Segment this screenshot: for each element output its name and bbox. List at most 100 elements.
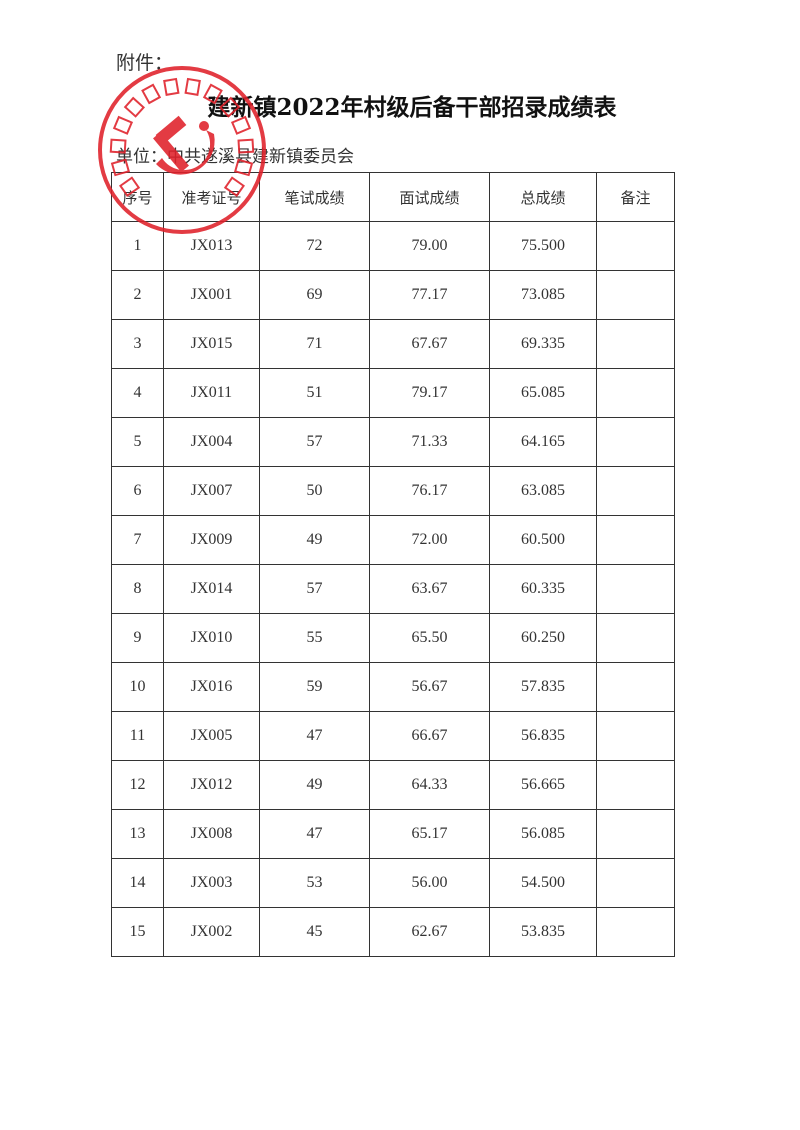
- table-row: 9 JX010 55 65.50 60.250: [111, 613, 675, 663]
- cell-written-score: 49: [259, 760, 370, 810]
- cell-total-score: 69.335: [489, 319, 597, 369]
- cell-remarks: [596, 907, 675, 957]
- cell-rank: 13: [111, 809, 164, 859]
- cell-total-score: 53.835: [489, 907, 597, 957]
- cell-written-score: 45: [259, 907, 370, 957]
- cell-written-score: 47: [259, 809, 370, 859]
- cell-interview-score: 62.67: [369, 907, 490, 957]
- cell-remarks: [596, 662, 675, 712]
- cell-written-score: 59: [259, 662, 370, 712]
- cell-written-score: 71: [259, 319, 370, 369]
- cell-interview-score: 56.00: [369, 858, 490, 908]
- cell-written-score: 50: [259, 466, 370, 516]
- cell-remarks: [596, 319, 675, 369]
- cell-interview-score: 64.33: [369, 760, 490, 810]
- cell-interview-score: 65.17: [369, 809, 490, 859]
- cell-written-score: 57: [259, 417, 370, 467]
- cell-written-score: 57: [259, 564, 370, 614]
- cell-written-score: 53: [259, 858, 370, 908]
- document-title: 建新镇2022年村级后备干部招录成绩表: [207, 94, 617, 121]
- table-row: 7 JX009 49 72.00 60.500: [111, 515, 675, 565]
- column-header: 总成绩: [489, 172, 597, 222]
- cell-total-score: 60.335: [489, 564, 597, 614]
- cell-exam-id: JX012: [163, 760, 260, 810]
- cell-rank: 11: [111, 711, 164, 761]
- cell-total-score: 60.250: [489, 613, 597, 663]
- score-table: 序号 准考证号 笔试成绩 面试成绩 总成绩 备注 1 JX013 72 79.00 75.500 2…: [111, 172, 675, 957]
- cell-interview-score: 71.33: [369, 417, 490, 467]
- cell-total-score: 75.500: [489, 221, 597, 271]
- cell-rank: 9: [111, 613, 164, 663]
- cell-total-score: 54.500: [489, 858, 597, 908]
- table-row: 6 JX007 50 76.17 63.085: [111, 466, 675, 516]
- cell-remarks: [596, 564, 675, 614]
- table-row: 3 JX015 71 67.67 69.335: [111, 319, 675, 369]
- unit-line: 单位：中共遂溪县建新镇委员会: [116, 147, 354, 167]
- cell-remarks: [596, 466, 675, 516]
- table-row: 4 JX011 51 79.17 65.085: [111, 368, 675, 418]
- attachment-label: 附件：: [116, 52, 174, 74]
- cell-total-score: 56.835: [489, 711, 597, 761]
- column-header: 序号: [111, 172, 164, 222]
- column-header: 面试成绩: [369, 172, 490, 222]
- cell-total-score: 56.665: [489, 760, 597, 810]
- cell-rank: 7: [111, 515, 164, 565]
- column-header: 备注: [596, 172, 675, 222]
- cell-interview-score: 66.67: [369, 711, 490, 761]
- cell-exam-id: JX011: [163, 368, 260, 418]
- cell-interview-score: 65.50: [369, 613, 490, 663]
- cell-remarks: [596, 221, 675, 271]
- cell-written-score: 55: [259, 613, 370, 663]
- cell-total-score: 63.085: [489, 466, 597, 516]
- cell-written-score: 72: [259, 221, 370, 271]
- cell-exam-id: JX010: [163, 613, 260, 663]
- table-row: 1 JX013 72 79.00 75.500: [111, 221, 675, 271]
- cell-total-score: 60.500: [489, 515, 597, 565]
- cell-written-score: 69: [259, 270, 370, 320]
- cell-remarks: [596, 809, 675, 859]
- table-row: 12 JX012 49 64.33 56.665: [111, 760, 675, 810]
- cell-exam-id: JX008: [163, 809, 260, 859]
- cell-remarks: [596, 417, 675, 467]
- cell-written-score: 49: [259, 515, 370, 565]
- cell-rank: 8: [111, 564, 164, 614]
- cell-interview-score: 72.00: [369, 515, 490, 565]
- cell-rank: 15: [111, 907, 164, 957]
- cell-written-score: 51: [259, 368, 370, 418]
- table-row: 11 JX005 47 66.67 56.835: [111, 711, 675, 761]
- cell-rank: 4: [111, 368, 164, 418]
- table-row: 15 JX002 45 62.67 53.835: [111, 907, 675, 957]
- cell-remarks: [596, 711, 675, 761]
- cell-exam-id: JX001: [163, 270, 260, 320]
- cell-exam-id: JX005: [163, 711, 260, 761]
- cell-exam-id: JX013: [163, 221, 260, 271]
- cell-interview-score: 56.67: [369, 662, 490, 712]
- cell-total-score: 65.085: [489, 368, 597, 418]
- table-row: 10 JX016 59 56.67 57.835: [111, 662, 675, 712]
- table-row: 14 JX003 53 56.00 54.500: [111, 858, 675, 908]
- table-row: 5 JX004 57 71.33 64.165: [111, 417, 675, 467]
- table-row: 13 JX008 47 65.17 56.085: [111, 809, 675, 859]
- cell-total-score: 64.165: [489, 417, 597, 467]
- cell-rank: 3: [111, 319, 164, 369]
- cell-interview-score: 79.17: [369, 368, 490, 418]
- cell-exam-id: JX003: [163, 858, 260, 908]
- cell-total-score: 73.085: [489, 270, 597, 320]
- column-header: 准考证号: [163, 172, 260, 222]
- cell-exam-id: JX002: [163, 907, 260, 957]
- cell-rank: 2: [111, 270, 164, 320]
- cell-exam-id: JX009: [163, 515, 260, 565]
- cell-remarks: [596, 760, 675, 810]
- cell-interview-score: 67.67: [369, 319, 490, 369]
- cell-total-score: 56.085: [489, 809, 597, 859]
- cell-exam-id: JX015: [163, 319, 260, 369]
- cell-total-score: 57.835: [489, 662, 597, 712]
- cell-rank: 10: [111, 662, 164, 712]
- cell-remarks: [596, 368, 675, 418]
- cell-exam-id: JX004: [163, 417, 260, 467]
- cell-exam-id: JX014: [163, 564, 260, 614]
- cell-interview-score: 63.67: [369, 564, 490, 614]
- cell-remarks: [596, 613, 675, 663]
- cell-remarks: [596, 858, 675, 908]
- column-header: 笔试成绩: [259, 172, 370, 222]
